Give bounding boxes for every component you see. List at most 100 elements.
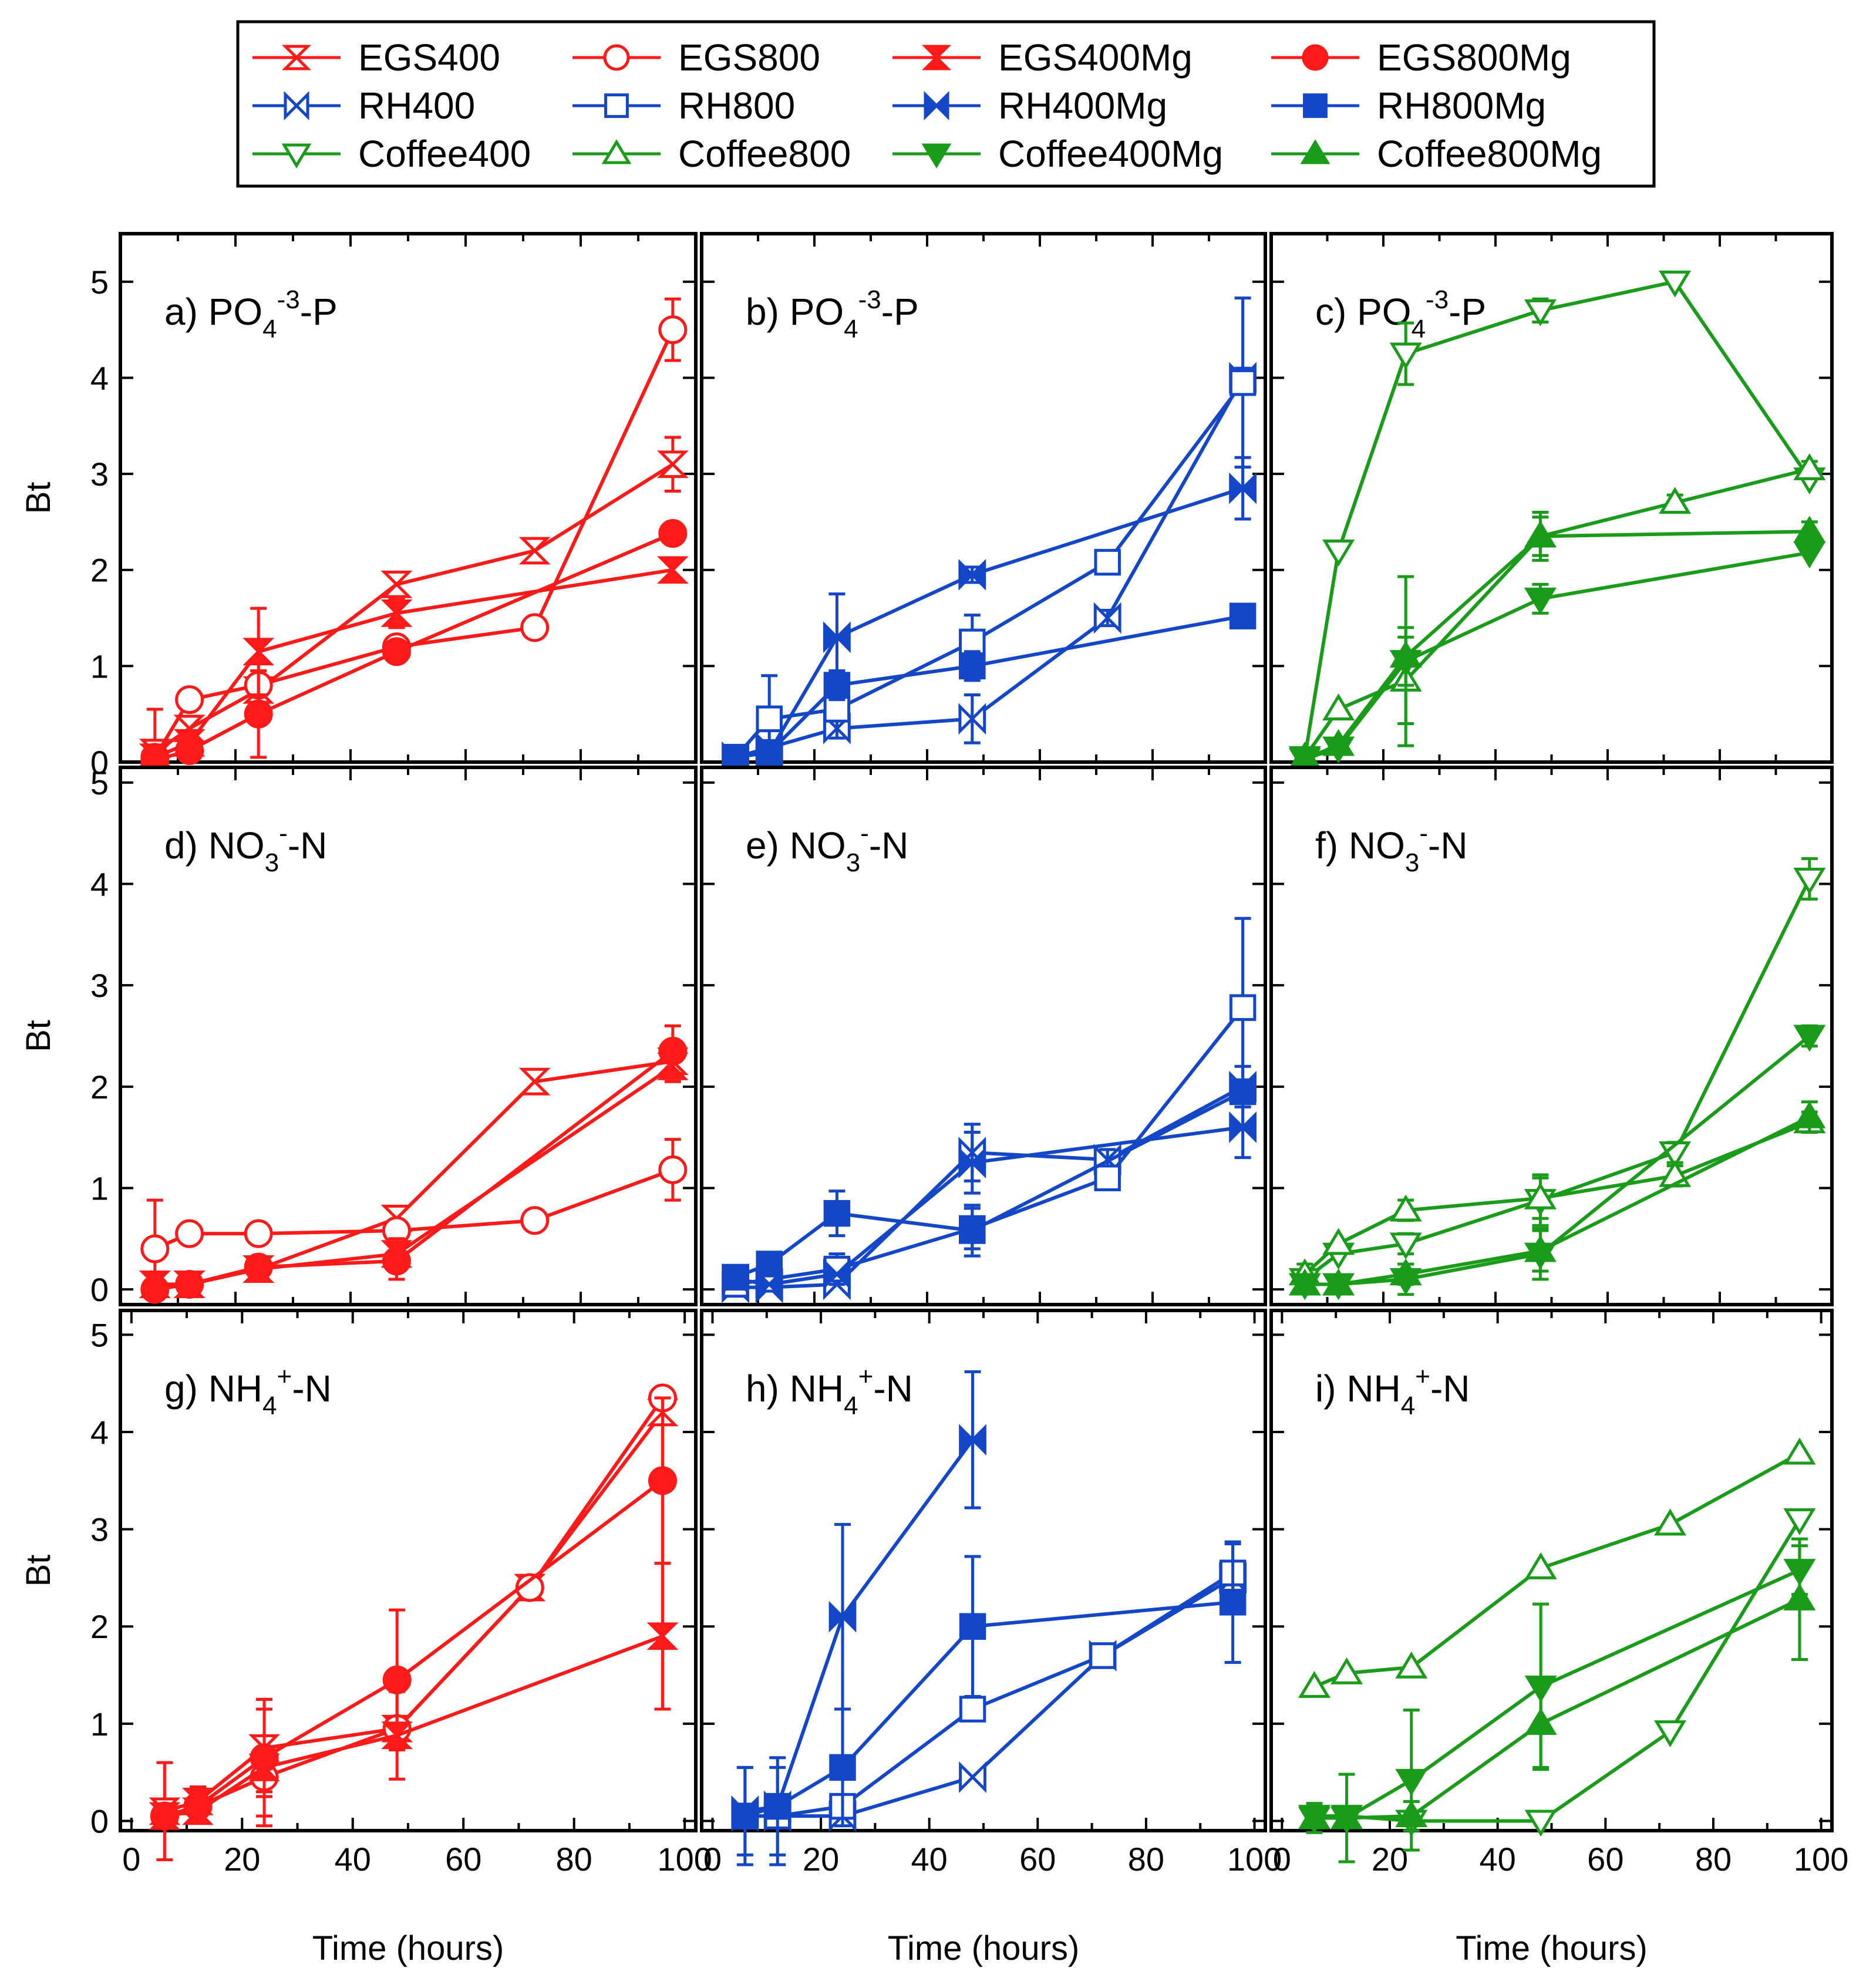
panel-title: d) NO3--N [164,819,327,877]
panel-f: f) NO3--N [1269,766,1834,1306]
y-tick-label: 0 [90,1271,109,1308]
legend-label: Coffee800Mg [1377,133,1602,175]
point-coffee800mg [1389,641,1422,668]
series-line [745,1438,974,1813]
x-tick-label: 0 [703,1841,722,1878]
panel-title-prefix: i) NH [1315,1367,1401,1410]
point-egs800mg [183,1792,213,1821]
point-egs800 [658,315,688,345]
point-coffee800 [1389,1194,1422,1222]
panel-title: e) NO3--N [746,819,908,877]
point-rh800 [1229,994,1257,1021]
point-egs400 [380,570,413,598]
point-rh800mg [1229,602,1257,630]
point-rh800mg [1219,1589,1247,1616]
x-tick-label: 100 [657,1841,712,1878]
y-axis-label: Bt [19,1020,58,1052]
series-coffee800mg [1298,1537,1816,1832]
legend-marker-tri-down-icon [281,143,312,169]
x-tick-label: 0 [1273,1841,1291,1878]
point-egs800 [140,1234,170,1263]
series-coffee800mg [1288,515,1826,771]
point-coffee800mg [1783,1583,1816,1610]
y-tick-label: 1 [90,648,109,685]
x-tick-label: 80 [1128,1841,1164,1878]
y-tick-label: 5 [90,1316,109,1353]
point-rh400mg [823,621,851,653]
point-rh800mg [722,1263,749,1291]
point-rh800 [959,1696,986,1723]
panel-title: f) NO3--N [1315,819,1468,877]
legend: EGS400 EGS800 EGS400Mg EGS800Mg RH400 RH800 RH… [236,20,1656,188]
point-coffee800mg [1524,520,1557,548]
point-rh800mg [756,739,783,766]
panel-title: i) NH4+-N [1315,1362,1470,1420]
series-egs800mg [140,1024,688,1304]
y-tick-label: 0 [90,1802,109,1839]
panel-b: b) PO4-3-P [700,232,1267,773]
point-egs800 [175,685,204,715]
panel-title: c) PO4-3-P [1315,285,1486,343]
panel-title-prefix: b) PO [746,291,844,333]
panel-title: a) PO4-3-P [164,285,338,343]
legend-marker-circle-icon [603,44,630,71]
y-tick-label: 3 [90,967,109,1004]
panel-title-subscript: 4 [262,1391,277,1420]
legend-label: RH800 [678,85,795,127]
point-egs800mg [382,1665,412,1694]
x-tick-label: 80 [1695,1841,1732,1878]
point-coffee800 [1654,1508,1687,1536]
x-tick-label: 0 [122,1841,140,1878]
point-rh800mg [722,744,749,771]
point-coffee800mg [1389,1258,1422,1286]
y-tick-label: 1 [90,1170,109,1207]
x-tick-label: 60 [1587,1841,1623,1878]
point-egs800 [520,613,550,642]
series-rh800mg [722,602,1257,771]
x-tick-label: 20 [803,1841,839,1878]
point-coffee800 [1659,487,1692,514]
panel-title-suffix: -N [1428,824,1468,867]
legend-marker-square-icon [604,93,629,118]
legend-marker-square-icon [1303,93,1328,118]
point-rh800mg [732,1802,759,1829]
panel-frame [119,766,698,1306]
panel-title-prefix: d) NO [164,824,265,867]
point-rh400mg [1229,1111,1257,1143]
legend-entry-coffee800mg: Coffee800Mg [1271,133,1602,175]
point-egs800mg [658,1036,688,1066]
point-coffee800 [1322,693,1355,720]
point-coffee800mg [1524,1235,1557,1262]
point-coffee800mg [1330,1802,1363,1829]
y-tick-label: 4 [90,866,109,903]
y-tick-label: 4 [90,359,109,396]
panel-c: c) PO4-3-P [1269,232,1834,775]
panel-title-suffix: -P [1449,291,1486,333]
y-tick-label: 3 [90,456,109,493]
panel-title-superscript: -3 [277,285,300,314]
panel-title-superscript: - [1419,819,1428,848]
legend-entry-rh800: RH800 [572,85,795,127]
point-coffee400 [1793,867,1826,895]
point-coffee800 [1524,1182,1557,1209]
legend-entry-egs800mg: EGS800Mg [1271,36,1571,79]
point-coffee800mg [1322,729,1355,756]
panel-i: 0 20 40 60 80 100 Time (hours) i) NH4+-N [1269,1309,1848,1967]
point-coffee400mg [1793,541,1826,569]
point-coffee400 [1783,1508,1816,1535]
legend-marker-circle-icon [1302,44,1329,71]
panel-frame [700,766,1267,1306]
point-egs800mg [382,1246,411,1276]
panel-title: g) NH4+-N [164,1362,332,1420]
point-egs800mg [382,637,411,666]
point-rh800mg [823,1199,851,1227]
point-coffee800mg [1322,1268,1355,1296]
point-egs400 [518,1067,551,1096]
point-coffee800mg [1793,515,1826,543]
panel-title-prefix: e) NO [746,824,846,867]
point-egs800mg [648,1466,677,1495]
point-coffee400 [1524,1810,1557,1837]
